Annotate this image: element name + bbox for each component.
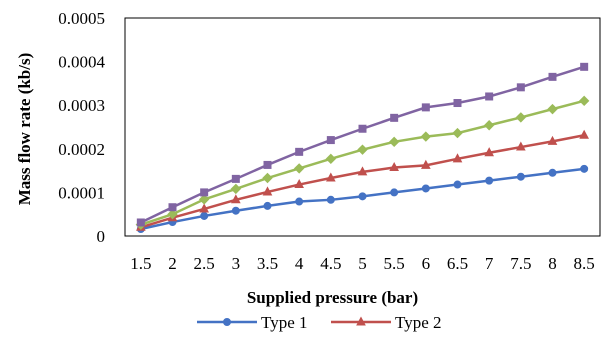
series-3-point	[452, 127, 463, 139]
y-tick-label: 0.0004	[58, 53, 105, 72]
series-1-point	[200, 211, 209, 220]
x-tick-label: 4.5	[320, 254, 341, 273]
series-3-point	[262, 172, 273, 184]
x-tick-label: 3	[232, 254, 241, 273]
series-2-point	[199, 203, 210, 213]
series-1-point	[580, 164, 589, 173]
series-4-point	[580, 62, 589, 71]
series-3-point	[515, 112, 527, 123]
legend-item: Type 1	[197, 313, 308, 332]
series-4-point	[516, 83, 525, 92]
series-2-point	[421, 159, 431, 169]
series-2-point	[484, 147, 494, 157]
series-2-point	[547, 135, 558, 145]
legend: Type 1 Type 2	[197, 313, 442, 332]
series-2-point	[357, 166, 368, 176]
series-1-point	[263, 201, 272, 210]
series-2-point	[452, 153, 463, 163]
series-2-point	[326, 172, 336, 182]
series-3-point	[357, 144, 368, 155]
series-3-point	[167, 208, 178, 220]
series-layer	[135, 62, 590, 234]
x-tick-label: 5	[358, 254, 367, 273]
series-2-point	[389, 161, 399, 172]
series-1-point	[421, 184, 430, 193]
series-2-point	[515, 141, 526, 151]
series-4-point	[200, 188, 209, 197]
series-4-point	[326, 136, 335, 145]
series-4-point	[231, 174, 240, 183]
series-3-point	[483, 120, 495, 131]
series-3-point	[547, 103, 558, 115]
series-1	[136, 164, 589, 234]
legend-swatch-marker	[356, 316, 366, 326]
series-3-point	[388, 136, 400, 148]
series-4-point	[358, 124, 367, 133]
series-1-point	[390, 188, 399, 197]
series-1-point	[231, 206, 240, 215]
y-tick-label: 0.0001	[58, 183, 105, 202]
y-tick-label: 0	[97, 227, 106, 246]
series-3-point	[420, 131, 432, 142]
series-2-point	[230, 194, 241, 204]
series-3-point	[578, 95, 590, 107]
y-tick-label: 0.0003	[58, 96, 105, 115]
series-1-point	[358, 192, 367, 201]
series-3	[135, 95, 590, 230]
x-tick-label: 2.5	[194, 254, 215, 273]
series-2-point	[294, 178, 304, 189]
series-4-point	[453, 99, 462, 108]
series-4-point	[548, 72, 557, 81]
x-tick-label: 8	[548, 254, 557, 273]
series-3-point	[293, 163, 305, 174]
x-tick-label: 6.5	[447, 254, 468, 273]
plot-area	[124, 17, 601, 237]
x-tick-label: 3.5	[257, 254, 278, 273]
x-tick-label: 1.5	[130, 254, 151, 273]
x-tick-label: 7	[485, 254, 494, 273]
series-4-point	[421, 103, 430, 112]
series-4-point	[485, 92, 494, 101]
series-4-point	[295, 147, 304, 156]
legend-swatch-marker	[223, 318, 231, 326]
series-4-point	[263, 160, 272, 169]
series-4-point	[136, 218, 145, 227]
series-1-point	[485, 176, 494, 185]
series-2-point	[579, 129, 590, 139]
x-axis-title: Supplied pressure (bar)	[247, 288, 418, 307]
y-axis-ticks: 0 0.0001 0.0002 0.0003 0.0004 0.0005	[58, 9, 105, 246]
x-axis-ticks: 1.5 2 2.5 3 3.5 4 4.5 5 5.5 6 6.5 7 7.5 8 8.5	[130, 254, 595, 273]
x-tick-label: 5.5	[384, 254, 405, 273]
y-axis-title: Mass flow rate (kb/s)	[15, 53, 34, 206]
y-tick-label: 0.0002	[58, 140, 105, 159]
series-4-point	[390, 113, 399, 122]
x-tick-label: 8.5	[574, 254, 595, 273]
legend-label: Type 1	[261, 313, 308, 332]
series-4-point	[168, 203, 177, 212]
y-tick-label: 0.0005	[58, 9, 105, 28]
series-3-point	[230, 183, 242, 195]
x-tick-label: 4	[295, 254, 304, 273]
series-1-point	[453, 180, 462, 189]
x-tick-label: 7.5	[510, 254, 531, 273]
legend-label: Type 2	[395, 313, 442, 332]
series-3-point	[325, 153, 337, 165]
series-1-point	[516, 172, 525, 181]
legend-item: Type 2	[331, 313, 442, 332]
series-1-point	[326, 195, 335, 204]
series-2-point	[262, 186, 273, 196]
x-tick-label: 2	[168, 254, 177, 273]
series-4	[136, 62, 589, 227]
plot-border	[124, 17, 601, 237]
x-tick-label: 6	[422, 254, 431, 273]
series-3-point	[198, 194, 210, 205]
series-1-point	[548, 168, 557, 177]
series-1-point	[295, 197, 304, 206]
